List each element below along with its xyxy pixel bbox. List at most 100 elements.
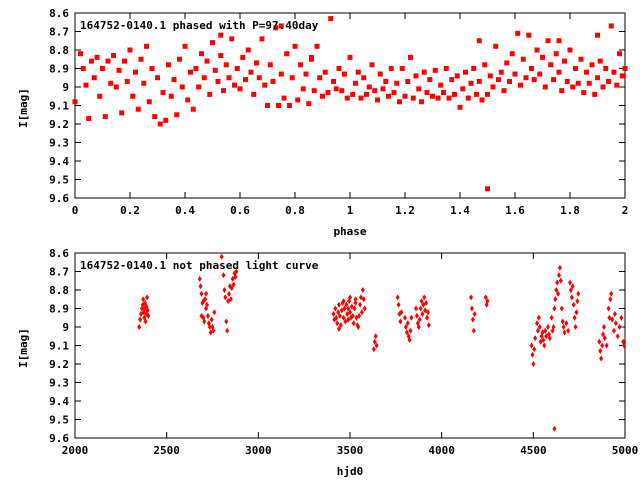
unphased-data-point [425, 309, 430, 316]
phased-y-tick-label: 8.9 [49, 63, 69, 76]
unphased-data-point [573, 324, 578, 330]
phased-data-point [322, 69, 328, 75]
unphased-y-tick-label: 8.8 [49, 284, 69, 297]
phased-data-point [210, 40, 215, 46]
unphased-data-point [612, 327, 616, 334]
phased-data-point [375, 97, 380, 103]
unphased-data-point [227, 290, 231, 297]
phased-data-point [276, 103, 281, 108]
phased-data-point [298, 62, 303, 68]
unphased-data-point [537, 324, 542, 330]
phased-data-point [223, 62, 229, 68]
phased-data-point [507, 78, 512, 84]
unphased-data-point [617, 324, 622, 330]
unphased-data-point [219, 253, 224, 260]
unphased-data-point [199, 312, 204, 319]
phased-y-tick-label: 8.7 [49, 26, 69, 39]
unphased-x-tick-label: 3000 [245, 444, 272, 457]
phased-x-axis-label: phase [333, 225, 366, 238]
phased-data-point [262, 82, 268, 88]
unphased-data-point [341, 298, 346, 305]
unphased-data-point [356, 324, 361, 330]
phased-data-point [509, 51, 515, 57]
unphased-data-point [229, 285, 234, 292]
phased-data-point [218, 32, 224, 38]
phased-x-tick-label: 1.2 [395, 204, 415, 217]
unphased-y-axis-label: I[mag] [17, 328, 30, 368]
phased-data-point [408, 54, 413, 60]
unphased-data-point [337, 325, 341, 332]
phased-data-point [83, 82, 89, 88]
unphased-data-point [233, 274, 238, 281]
phased-data-point [344, 95, 350, 101]
phased-data-point [358, 95, 364, 101]
phased-data-point [355, 69, 361, 75]
unphased-data-point [141, 296, 146, 303]
unphased-data-point [610, 316, 615, 323]
phased-data-point [240, 54, 246, 60]
phased-data-point [287, 103, 292, 108]
phased-data-point [243, 77, 248, 83]
unphased-data-point [337, 301, 341, 308]
phased-data-point [155, 75, 160, 81]
unphased-data-point [598, 348, 603, 355]
unphased-data-point [535, 327, 540, 334]
unphased-data-point [419, 298, 424, 305]
unphased-data-point [204, 290, 209, 297]
unphased-y-tick-label: 9.1 [49, 340, 69, 353]
unphased-data-point [483, 294, 488, 301]
unphased-data-point [341, 314, 346, 321]
unphased-data-point [469, 294, 473, 301]
phased-data-point [119, 110, 125, 116]
phased-data-point [460, 86, 466, 92]
phased-data-point [317, 75, 323, 81]
unphased-data-point [228, 296, 233, 303]
phased-data-point [441, 90, 446, 96]
unphased-data-point [348, 309, 352, 316]
unphased-data-point [615, 333, 620, 340]
phased-data-point [226, 75, 232, 81]
unphased-data-point [333, 305, 338, 312]
phased-data-point [325, 90, 331, 96]
phased-data-point [284, 51, 290, 57]
phased-data-point [309, 54, 314, 60]
unphased-data-point [572, 314, 577, 321]
unphased-data-point [338, 322, 343, 329]
unphased-data-point [562, 329, 567, 336]
unphased-data-point [395, 294, 400, 301]
phased-data-point [592, 91, 598, 97]
phased-data-point [397, 99, 402, 105]
phased-data-point [138, 56, 144, 62]
phased-data-point [331, 78, 336, 84]
unphased-data-point [137, 324, 142, 330]
phased-data-point [515, 30, 521, 36]
unphased-data-point [601, 324, 606, 330]
phased-data-point [540, 54, 545, 60]
phased-data-point [251, 91, 257, 97]
phased-y-tick-label: 9.3 [49, 137, 69, 150]
phased-data-point [529, 66, 534, 71]
phased-data-point [196, 84, 202, 90]
unphased-data-point [350, 312, 355, 319]
phased-ticks: 0 0.2 0.4 0.6 0.8 1 1.2 1.4 1.6 1.8 2 8.6 8.7 8.8 8.9 9… [49, 7, 628, 217]
phased-data-point [446, 95, 452, 101]
unphased-data-point [138, 316, 143, 323]
phased-data-point [518, 82, 523, 88]
phased-data-point [584, 69, 589, 75]
unphased-data-point [417, 316, 422, 323]
phased-y-axis-label: I[mag] [17, 88, 30, 128]
phased-data-point [166, 62, 171, 68]
unphased-data-point [569, 294, 574, 301]
phased-y-tick-label: 9.2 [49, 118, 69, 131]
unphased-data-point [418, 305, 423, 312]
phased-data-point [410, 95, 416, 101]
unphased-data-point [532, 346, 537, 353]
phased-data-point [350, 91, 356, 97]
phased-data-point [496, 77, 501, 83]
phased-data-point [201, 75, 207, 81]
phased-data-point [91, 75, 97, 81]
phased-panel: 0 0.2 0.4 0.6 0.8 1 1.2 1.4 1.6 1.8 2 8.6 8.7 8.8 8.9 9… [17, 7, 628, 238]
phased-data-point [86, 115, 92, 121]
phased-data-point [383, 78, 389, 84]
